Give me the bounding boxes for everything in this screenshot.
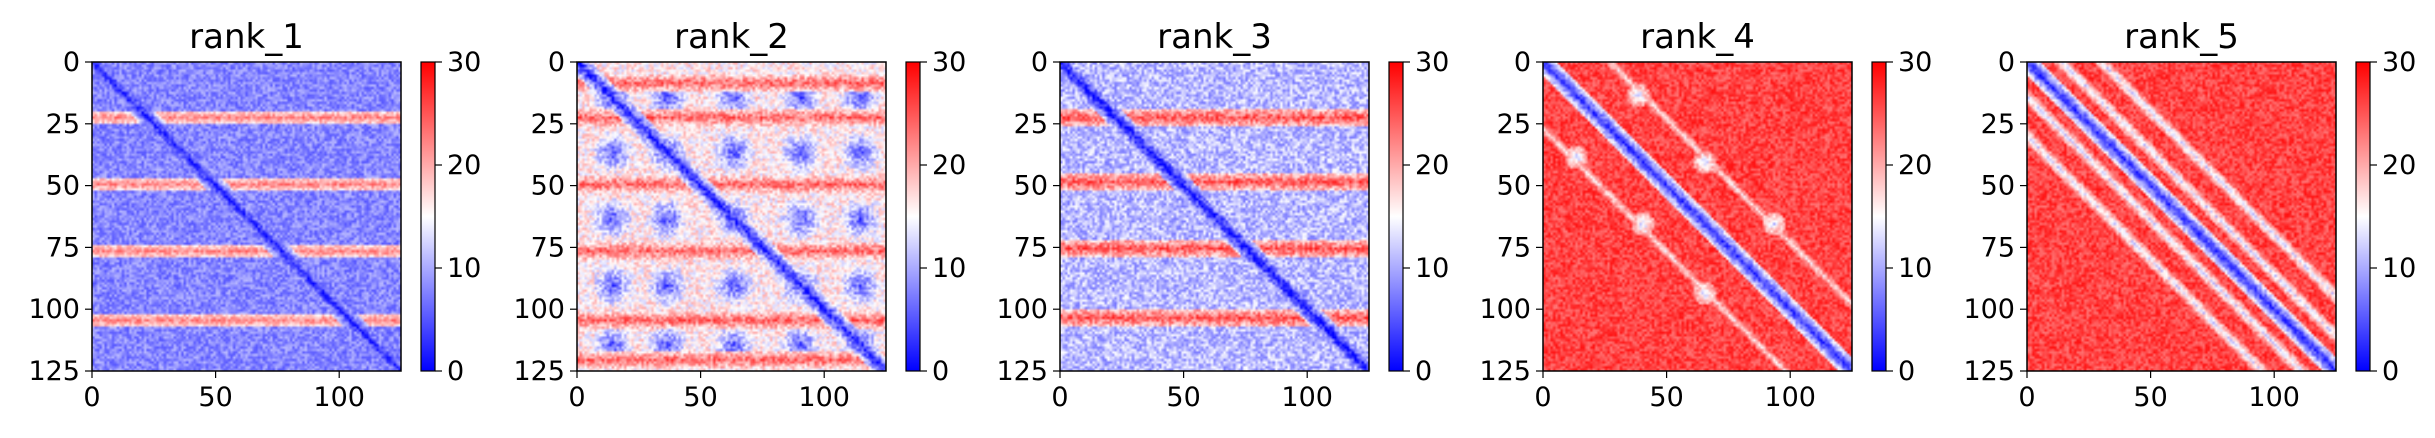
- x-tick-label: 100: [313, 382, 365, 413]
- y-tick-label: 75: [531, 232, 565, 263]
- colorbar-tick-label: 30: [1898, 47, 1932, 78]
- colorbar-tick-label: 20: [447, 150, 481, 181]
- y-tick-label: 125: [1963, 356, 2015, 387]
- y-tick-label: 0: [1998, 47, 2015, 78]
- y-tick-label: 50: [1497, 171, 1531, 202]
- y-tick-label: 0: [1514, 47, 1531, 78]
- y-tick-label: 100: [1479, 294, 1531, 325]
- plot-frame: [91, 61, 402, 372]
- y-tick-label: 25: [1981, 109, 2015, 140]
- colorbar: [420, 61, 436, 372]
- chart-title: rank_3: [1157, 17, 1272, 57]
- heatmap-image: [1060, 62, 1369, 371]
- y-tick-label: 50: [46, 171, 80, 202]
- x-tick-label: 100: [2248, 382, 2300, 413]
- heatmap-image: [2027, 62, 2336, 371]
- x-tick-label: 50: [1166, 382, 1200, 413]
- x-tick-label: 100: [1764, 382, 1816, 413]
- y-tick-label: 75: [1981, 232, 2015, 263]
- x-tick-label: 0: [2018, 382, 2035, 413]
- x-tick-label: 0: [83, 382, 100, 413]
- colorbar-tick-label: 10: [1415, 253, 1449, 284]
- chart-title: rank_2: [674, 17, 789, 57]
- y-tick-label: 100: [513, 294, 565, 325]
- x-tick-label: 50: [1649, 382, 1683, 413]
- colorbar-tick-label: 20: [2382, 150, 2416, 181]
- colorbar-tick-label: 30: [1415, 47, 1449, 78]
- y-tick-label: 25: [531, 109, 565, 140]
- heatmap-image: [1543, 62, 1852, 371]
- y-tick-label: 125: [996, 356, 1048, 387]
- colorbar-tick-label: 10: [2382, 253, 2416, 284]
- y-tick-label: 125: [1479, 356, 1531, 387]
- x-tick-label: 100: [798, 382, 850, 413]
- colorbar-tick-label: 30: [447, 47, 481, 78]
- colorbar-tick-label: 20: [1415, 150, 1449, 181]
- chart-title: rank_4: [1640, 17, 1755, 57]
- y-tick-label: 100: [996, 294, 1048, 325]
- y-tick-label: 0: [63, 47, 80, 78]
- x-tick-label: 50: [683, 382, 717, 413]
- plot-frame: [1059, 61, 1370, 372]
- heatmap-image: [577, 62, 886, 371]
- colorbar: [1871, 61, 1887, 372]
- colorbar-tick-label: 10: [932, 253, 966, 284]
- y-tick-label: 50: [531, 171, 565, 202]
- x-tick-label: 0: [568, 382, 585, 413]
- colorbar-tick-label: 0: [2382, 356, 2399, 387]
- colorbar-tick-label: 10: [447, 253, 481, 284]
- colorbar: [2355, 61, 2371, 372]
- y-tick-label: 125: [513, 356, 565, 387]
- chart-title: rank_1: [189, 17, 304, 57]
- y-tick-label: 50: [1981, 171, 2015, 202]
- y-tick-label: 25: [46, 109, 80, 140]
- x-tick-label: 0: [1534, 382, 1551, 413]
- x-tick-label: 50: [198, 382, 232, 413]
- colorbar-tick-label: 20: [932, 150, 966, 181]
- y-tick-label: 100: [1963, 294, 2015, 325]
- y-tick-label: 0: [1031, 47, 1048, 78]
- colorbar: [905, 61, 921, 372]
- colorbar-tick-label: 20: [1898, 150, 1932, 181]
- colorbar-tick-label: 0: [932, 356, 949, 387]
- colorbar-tick-label: 0: [1898, 356, 1915, 387]
- y-tick-label: 100: [28, 294, 80, 325]
- plot-frame: [1542, 61, 1853, 372]
- colorbar-tick-label: 10: [1898, 253, 1932, 284]
- y-tick-label: 50: [1014, 171, 1048, 202]
- x-tick-label: 50: [2133, 382, 2167, 413]
- x-tick-label: 0: [1051, 382, 1068, 413]
- plot-frame: [576, 61, 887, 372]
- colorbar-tick-label: 0: [1415, 356, 1432, 387]
- x-tick-label: 100: [1281, 382, 1333, 413]
- colorbar-tick-label: 30: [2382, 47, 2416, 78]
- chart-title: rank_5: [2124, 17, 2239, 57]
- colorbar: [1388, 61, 1404, 372]
- plot-frame: [2026, 61, 2337, 372]
- colorbar-tick-label: 30: [932, 47, 966, 78]
- y-tick-label: 0: [548, 47, 565, 78]
- y-tick-label: 125: [28, 356, 80, 387]
- y-tick-label: 75: [1014, 232, 1048, 263]
- y-tick-label: 75: [46, 232, 80, 263]
- heatmap-image: [92, 62, 401, 371]
- y-tick-label: 25: [1497, 109, 1531, 140]
- colorbar-tick-label: 0: [447, 356, 464, 387]
- y-tick-label: 25: [1014, 109, 1048, 140]
- y-tick-label: 75: [1497, 232, 1531, 263]
